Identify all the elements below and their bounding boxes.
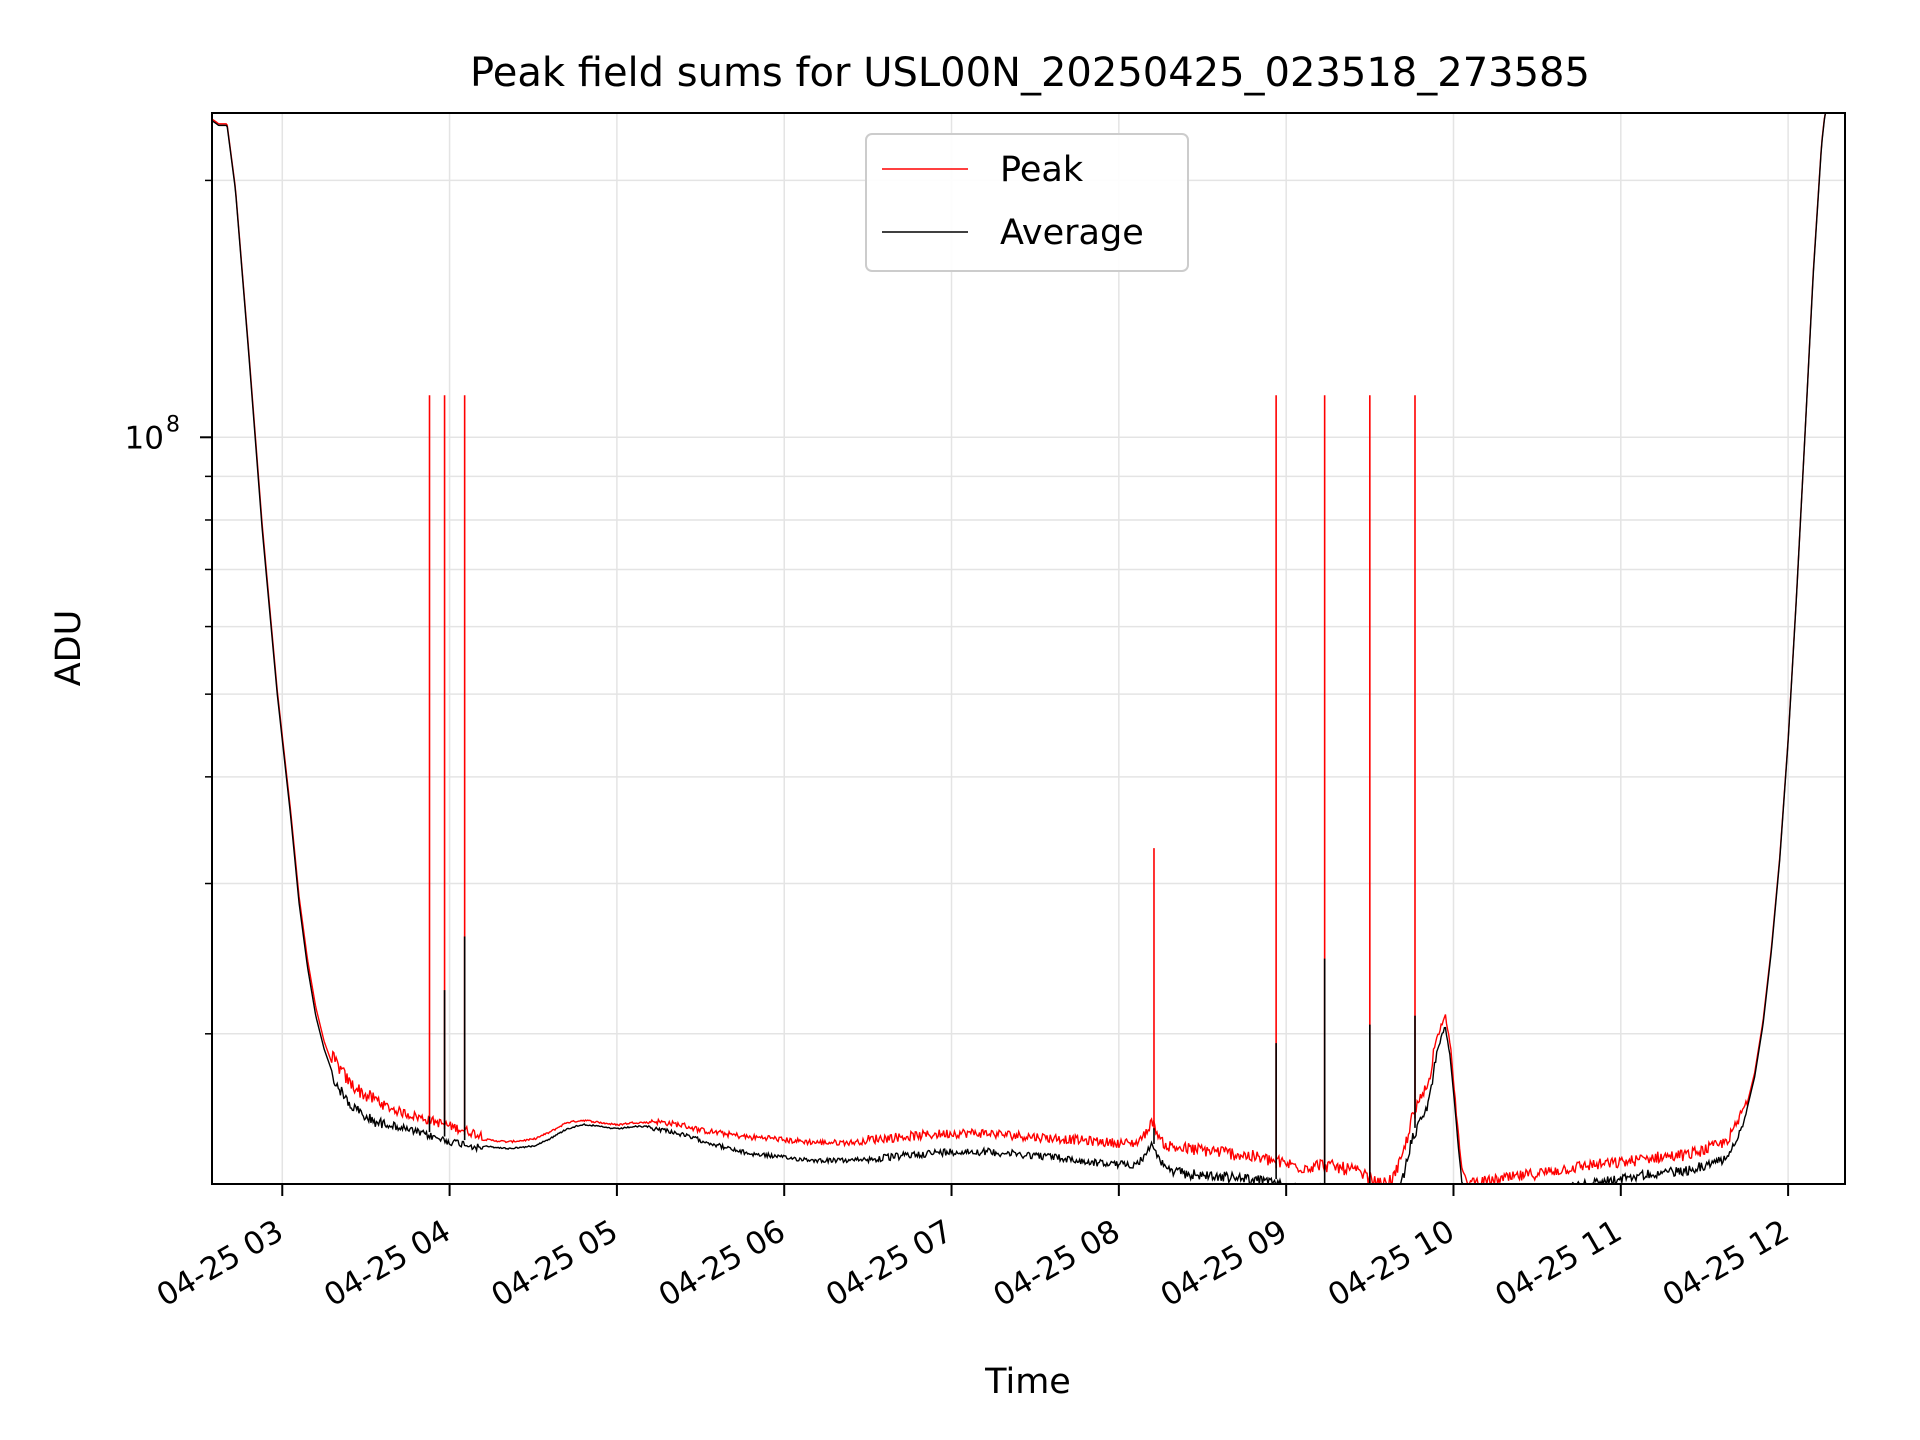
plot-area bbox=[212, 113, 1845, 1184]
plot-frame bbox=[211, 112, 1846, 1185]
grid bbox=[212, 113, 1845, 1184]
series-line-peak bbox=[212, 113, 1845, 1184]
legend-average-label: Average bbox=[1000, 213, 1144, 253]
x-axis-label: Time bbox=[984, 1362, 1071, 1402]
y-tick-base: 10 bbox=[125, 420, 164, 456]
y-tick-exponent: 8 bbox=[166, 412, 180, 437]
chart-title: Peak field sums for USL00N_20250425_0235… bbox=[470, 50, 1590, 96]
legend-peak-label: Peak bbox=[1000, 150, 1084, 190]
series-line-average bbox=[212, 113, 1845, 1184]
y-tick-label: 10 bbox=[125, 420, 164, 456]
legend: Peak Average bbox=[865, 133, 1189, 272]
y-axis-label: ADU bbox=[49, 610, 89, 687]
